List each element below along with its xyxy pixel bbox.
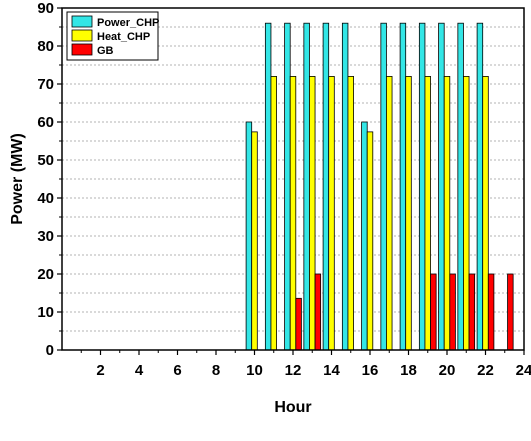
- x-tick-label: 8: [212, 362, 220, 379]
- legend-swatch: [71, 15, 93, 28]
- y-tick-label: 70: [37, 76, 54, 93]
- bar-power-chp: [245, 121, 253, 351]
- bar-heat-chp: [424, 76, 431, 351]
- y-tick-label: 50: [37, 152, 54, 169]
- bar-gb: [430, 273, 437, 351]
- bar-heat-chp: [405, 76, 412, 351]
- y-tick-label: 0: [46, 342, 54, 359]
- x-tick-label: 14: [323, 362, 340, 379]
- bar-heat-chp: [386, 76, 393, 351]
- bar-gb: [314, 273, 322, 351]
- bar-heat-chp: [366, 131, 374, 351]
- y-tick-label: 90: [37, 0, 54, 17]
- bar-power-chp: [361, 121, 368, 351]
- bar-heat-chp: [251, 131, 258, 351]
- legend-swatch: [71, 43, 93, 56]
- x-tick-label: 24: [516, 362, 531, 379]
- legend-swatch: [71, 29, 93, 42]
- bar-power-chp: [303, 22, 310, 351]
- bar-gb: [449, 273, 456, 351]
- bar-power-chp: [399, 22, 407, 351]
- bars-layer: [245, 22, 514, 351]
- y-tick-label: 10: [37, 304, 54, 321]
- bar-power-chp: [322, 22, 330, 351]
- legend-label: GB: [97, 45, 114, 57]
- bar-power-chp: [264, 22, 272, 351]
- bar-heat-chp: [443, 76, 451, 351]
- legend: Power_CHP Heat_CHP GB: [66, 11, 159, 61]
- y-axis-title: Power (MW): [9, 133, 26, 225]
- x-tick-label: 10: [246, 362, 263, 379]
- bar-gb: [487, 273, 495, 351]
- bar-gb: [468, 273, 476, 351]
- y-tick-label: 60: [37, 114, 54, 131]
- bar-heat-chp: [347, 76, 354, 351]
- bar-power-chp: [457, 22, 464, 351]
- bar-power-chp: [380, 22, 387, 351]
- y-tick-label: 80: [37, 38, 54, 55]
- legend-label: Power_CHP: [97, 17, 159, 29]
- legend-label: Heat_CHP: [97, 31, 150, 43]
- bar-power-chp: [438, 22, 445, 351]
- bar-heat-chp: [463, 76, 470, 351]
- x-tick-label: 20: [439, 362, 456, 379]
- bar-gb: [507, 273, 514, 351]
- bar-heat-chp: [289, 76, 297, 351]
- x-axis-title: Hour: [274, 399, 311, 416]
- x-tick-label: 16: [362, 362, 379, 379]
- x-tick-label: 22: [477, 362, 494, 379]
- bar-heat-chp: [270, 76, 277, 351]
- bar-power-chp: [418, 22, 426, 351]
- bar-power-chp: [341, 22, 349, 351]
- y-tick-label: 40: [37, 190, 54, 207]
- bar-heat-chp: [309, 76, 316, 351]
- x-tick-label: 4: [135, 362, 144, 379]
- x-tick-label: 2: [96, 362, 104, 379]
- x-tick-label: 18: [400, 362, 417, 379]
- bar-heat-chp: [328, 76, 335, 351]
- bar-power-chp: [476, 22, 484, 351]
- y-tick-label: 30: [37, 228, 54, 245]
- bar-heat-chp: [482, 76, 489, 351]
- x-tick-label: 6: [173, 362, 181, 379]
- y-tick-label: 20: [37, 266, 54, 283]
- bar-power-chp: [284, 22, 291, 351]
- bar-gb: [295, 297, 302, 351]
- x-tick-label: 12: [285, 362, 302, 379]
